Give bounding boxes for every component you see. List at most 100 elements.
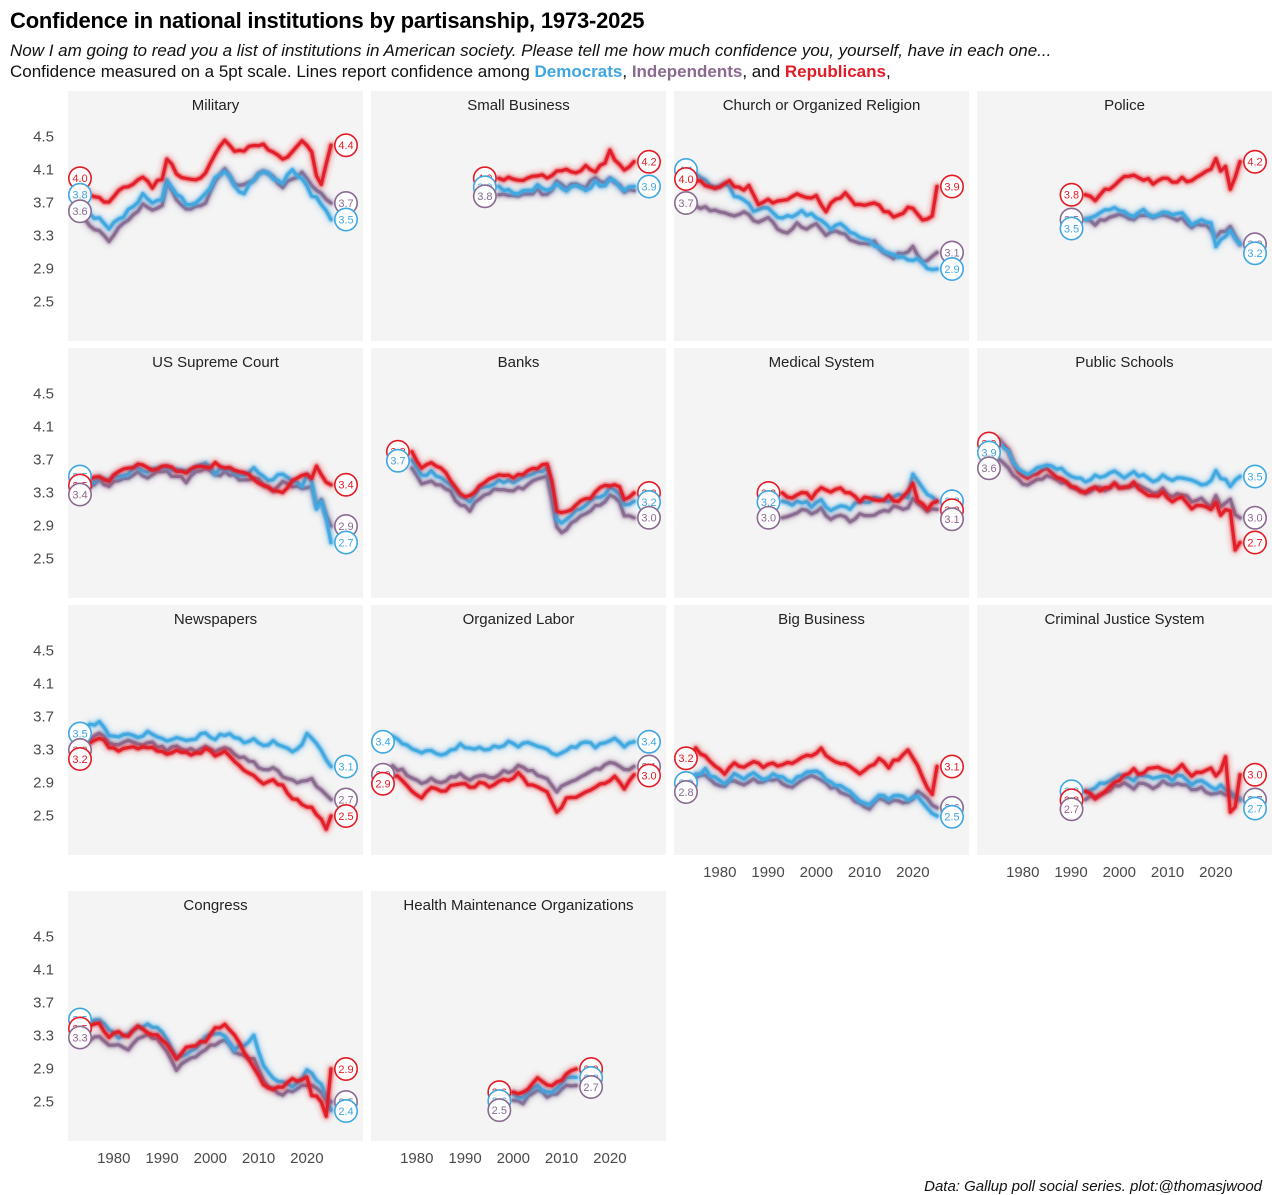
value-label: 2.7 xyxy=(333,530,358,555)
svg-text:3.5: 3.5 xyxy=(1247,471,1262,483)
value-label: 2.9 xyxy=(371,771,395,796)
line-chart-svg: 4.03.93.84.23.9 xyxy=(472,145,661,209)
y-axis-tick-label: 3.7 xyxy=(33,451,54,469)
svg-text:3.9: 3.9 xyxy=(981,447,996,459)
svg-text:2.9: 2.9 xyxy=(338,521,353,533)
panel-title: Newspapers xyxy=(173,611,258,628)
panel-title: Small Business xyxy=(467,97,570,114)
svg-text:3.2: 3.2 xyxy=(1247,248,1262,260)
empty-cell xyxy=(977,891,1272,1141)
line-chart-svg: 4.0 3.8 3.6 4.4 3.7 3.5 xyxy=(68,133,358,247)
value-label: 2.7 xyxy=(333,787,358,812)
svg-text:3.1: 3.1 xyxy=(338,761,353,773)
svg-text:3.4: 3.4 xyxy=(375,737,390,749)
y-axis-tick-label: 3.7 xyxy=(33,994,54,1012)
svg-text:2.9: 2.9 xyxy=(944,264,959,276)
line-chart-svg: 3.53.33.23.12.72.5 xyxy=(68,716,358,835)
y-axis-tick-label: 2.9 xyxy=(33,260,54,278)
svg-text:3.5: 3.5 xyxy=(72,728,87,740)
value-label: 3.9 xyxy=(939,174,964,199)
legend-democrats: Democrats xyxy=(534,62,623,81)
svg-text:3.7: 3.7 xyxy=(678,198,693,210)
x-axis-tick-label: 1980 xyxy=(1006,864,1040,881)
value-label: 3.6 xyxy=(68,199,92,224)
x-axis-tick-label: 2010 xyxy=(544,1150,579,1167)
x-axis: 1980 1990 2000 2010 2020 xyxy=(674,862,969,884)
svg-text:3.4: 3.4 xyxy=(72,489,87,501)
value-label: 2.5 xyxy=(939,804,964,829)
svg-text:3.0: 3.0 xyxy=(1247,770,1262,782)
svg-text:3.6: 3.6 xyxy=(981,463,996,475)
svg-text:3.8: 3.8 xyxy=(477,191,492,203)
chart-row: 4.54.13.73.32.92.5US Supreme Court3.53.5… xyxy=(0,348,1272,598)
x-axis-tick-label: 1990 xyxy=(751,864,785,881)
panel-title: Organized Labor xyxy=(462,611,575,628)
x-axis-tick-label: 1980 xyxy=(97,1150,131,1167)
svg-text:4.4: 4.4 xyxy=(338,140,353,152)
value-label: 3.8 xyxy=(472,184,497,209)
line-chart-svg: 2.82.82.73.02.72.7 xyxy=(1059,751,1267,822)
svg-text:3.0: 3.0 xyxy=(1247,513,1262,525)
svg-text:3.9: 3.9 xyxy=(641,181,656,193)
svg-text:3.4: 3.4 xyxy=(338,480,353,492)
y-axis-tick-label: 4.1 xyxy=(33,675,54,693)
panel-title: US Supreme Court xyxy=(152,354,279,371)
x-axis-tick-label: 2020 xyxy=(896,864,930,881)
y-axis-tick-label: 2.9 xyxy=(33,774,54,792)
y-axis-tick-label: 3.3 xyxy=(33,227,54,245)
svg-text:3.3: 3.3 xyxy=(72,1032,87,1044)
y-axis: 4.5 4.1 3.7 3.3 2.9 2.5 xyxy=(0,605,60,855)
y-axis: 4.5 4.1 3.7 3.3 2.9 2.5 xyxy=(0,348,60,598)
svg-text:2.7: 2.7 xyxy=(1247,537,1262,549)
svg-text:2.5: 2.5 xyxy=(492,1105,507,1117)
y-axis-tick-label: 3.7 xyxy=(33,708,54,726)
panel-title: Congress xyxy=(183,897,248,914)
value-label: 2.4 xyxy=(333,1099,358,1124)
panel-hmo: Health Maintenance Organizations 2.62.62.… xyxy=(371,891,666,1141)
value-label: 3.3 xyxy=(68,1025,92,1050)
value-label: 3.7 xyxy=(385,448,410,473)
panel-small-business: Small Business4.03.93.84.23.9 xyxy=(371,91,666,341)
x-axis: 1980 1990 2000 2010 2020 xyxy=(68,1148,363,1170)
panel-title: Church or Organized Religion xyxy=(722,97,921,114)
value-label: 2.7 xyxy=(1059,797,1084,822)
value-label: 3.5 xyxy=(1242,464,1267,489)
x-axis-tick-label: 1990 xyxy=(448,1150,482,1167)
svg-text:2.8: 2.8 xyxy=(678,787,693,799)
svg-text:3.0: 3.0 xyxy=(641,513,656,525)
value-label: 3.4 xyxy=(68,482,92,507)
panel-title: Medical System xyxy=(768,354,875,371)
y-axis: 4.5 4.1 3.7 3.3 2.9 2.5 xyxy=(0,891,60,1141)
y-axis-tick-label: 2.5 xyxy=(33,807,54,825)
svg-text:2.7: 2.7 xyxy=(583,1082,598,1094)
value-label: 3.6 xyxy=(977,456,1001,481)
value-label: 3.5 xyxy=(1059,216,1084,241)
page-title: Confidence in national institutions by p… xyxy=(10,8,645,33)
svg-text:2.9: 2.9 xyxy=(338,1064,353,1076)
svg-text:3.1: 3.1 xyxy=(944,247,959,259)
y-axis-tick-label: 3.3 xyxy=(33,484,54,502)
chart-row: 4.5 4.1 3.7 3.3 2.9 2.5 Military 4.0 3.8 3.6 4.4 3.… xyxy=(0,91,1272,341)
svg-text:3.7: 3.7 xyxy=(338,198,353,210)
value-label: 3.2 xyxy=(68,747,92,772)
panel-title: Criminal Justice System xyxy=(1044,611,1205,628)
line-chart-svg: 3.93.93.63.53.02.7 xyxy=(977,431,1267,555)
value-label: 4.2 xyxy=(1242,149,1267,174)
legend-sep1: , xyxy=(622,62,632,81)
svg-text:3.2: 3.2 xyxy=(678,753,693,765)
svg-text:2.7: 2.7 xyxy=(1247,803,1262,815)
svg-text:3.1: 3.1 xyxy=(944,514,959,526)
legend-prefix: Confidence measured on a 5pt scale. Line… xyxy=(10,62,535,81)
svg-text:2.4: 2.4 xyxy=(338,1106,353,1118)
y-axis-tick-label: 2.9 xyxy=(33,1060,54,1078)
value-label: 3.9 xyxy=(636,174,661,199)
x-axis-tick-label: 2020 xyxy=(593,1150,627,1167)
svg-text:2.7: 2.7 xyxy=(1064,804,1079,816)
small-multiples-grid: 4.5 4.1 3.7 3.3 2.9 2.5 Military 4.0 3.8 3.6 4.4 3.… xyxy=(0,91,1272,1170)
svg-text:3.4: 3.4 xyxy=(641,737,656,749)
